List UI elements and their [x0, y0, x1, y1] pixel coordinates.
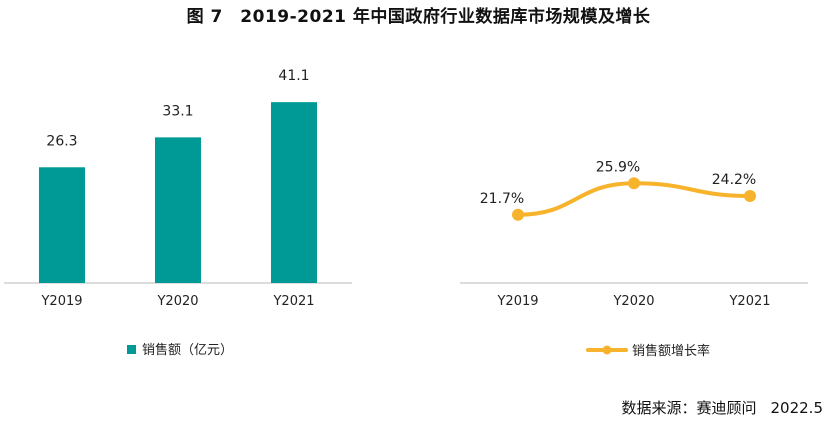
bar-x-tick-label: Y2020 — [156, 294, 198, 309]
source-note: 数据来源：赛迪顾问 2022.5 — [607, 397, 823, 418]
line-value-label: 25.9% — [596, 159, 640, 175]
line-point-Y2021 — [744, 190, 756, 202]
line-point-Y2020 — [628, 177, 640, 190]
bar-legend-swatch — [127, 345, 136, 354]
bar-Y2020 — [155, 137, 201, 283]
bar-value-label: 26.3 — [46, 133, 77, 149]
bar-value-label: 41.1 — [278, 68, 309, 84]
chart-title: 图 7 2019-2021 年中国政府行业数据库市场规模及增长 — [186, 7, 651, 27]
bar-Y2019 — [39, 167, 85, 283]
line-value-label: 21.7% — [480, 191, 524, 207]
bar-x-tick-label: Y2019 — [40, 294, 82, 309]
bar-Y2021 — [271, 102, 317, 283]
line-value-label: 24.2% — [712, 172, 756, 188]
source-date: 2022.5 — [770, 399, 824, 417]
line-x-tick-label: Y2019 — [496, 294, 538, 309]
line-legend-marker — [602, 345, 612, 355]
bar-legend-label: 销售额（亿元） — [142, 342, 233, 358]
bar-value-label: 33.1 — [162, 103, 193, 119]
line-legend-label: 销售额增长率 — [632, 343, 710, 359]
source-label: 数据来源：赛迪顾问 — [621, 399, 757, 417]
bar-x-tick-label: Y2021 — [272, 294, 314, 309]
line-x-tick-label: Y2021 — [728, 294, 770, 309]
line-x-tick-label: Y2020 — [612, 294, 654, 309]
line-point-Y2019 — [512, 208, 524, 221]
